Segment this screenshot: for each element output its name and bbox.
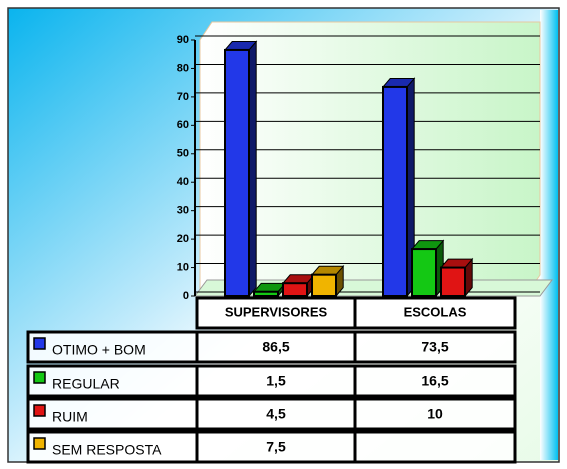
- bar: [440, 266, 466, 297]
- bar: [411, 248, 437, 297]
- bar: [382, 85, 408, 297]
- y-tick-label: 50: [177, 148, 189, 160]
- legend-swatch: [33, 337, 46, 350]
- table-row: [26, 330, 517, 364]
- table-row: [26, 430, 517, 464]
- y-tick-label: 60: [177, 119, 189, 131]
- table-value: 7,5: [266, 439, 286, 455]
- y-tick-label: 10: [177, 261, 189, 273]
- y-tick-label: 80: [177, 62, 189, 74]
- table-value: 4,5: [266, 406, 286, 422]
- table-row: [26, 364, 517, 398]
- bar: [224, 48, 250, 298]
- table-row: [26, 397, 517, 431]
- y-tick-label: 90: [177, 34, 189, 46]
- legend-label: REGULAR: [52, 376, 120, 392]
- y-tick-label: 20: [177, 233, 189, 245]
- legend-label: OTIMO + BOM: [52, 342, 146, 358]
- legend-swatch: [33, 437, 46, 450]
- legend-swatch: [33, 404, 46, 417]
- y-tick-label: 70: [177, 91, 189, 103]
- table-value: 16,5: [421, 373, 448, 389]
- bar: [282, 282, 308, 298]
- bar: [311, 273, 337, 297]
- table-header: ESCOLAS: [404, 304, 467, 319]
- side-band: [540, 10, 558, 460]
- table-value: 10: [427, 406, 443, 422]
- y-tick-label: 40: [177, 176, 189, 188]
- bar-side: [248, 40, 257, 298]
- y-tick-label: 30: [177, 205, 189, 217]
- table-value: 1,5: [266, 373, 286, 389]
- table-value: 73,5: [421, 339, 448, 355]
- table-value: 86,5: [262, 339, 289, 355]
- legend-label: SEM RESPOSTA: [52, 442, 162, 458]
- bar: [253, 290, 279, 298]
- legend-label: RUIM: [52, 409, 88, 425]
- y-tick-label: 0: [183, 290, 189, 302]
- table-header: SUPERVISORES: [225, 304, 328, 319]
- legend-swatch: [33, 371, 46, 384]
